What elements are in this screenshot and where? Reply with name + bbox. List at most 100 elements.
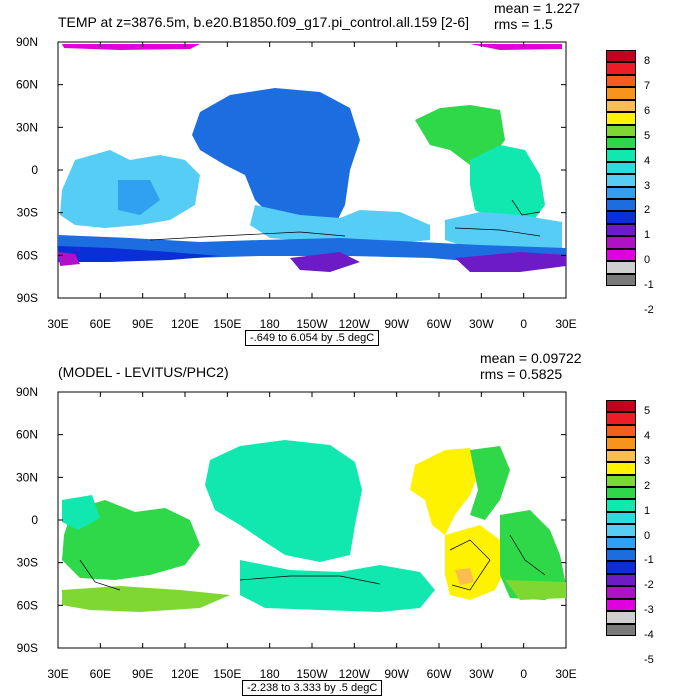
colorbar-label: -2 [644, 303, 654, 316]
colorbar-swatch [606, 437, 636, 450]
field-pacific [192, 88, 360, 228]
colorbar-label: -3 [644, 604, 654, 617]
x-tick-label: 180 [260, 667, 280, 681]
colorbar-swatch [606, 511, 636, 525]
colorbar-swatch [606, 623, 636, 636]
x-tick-label: 60W [427, 667, 452, 681]
colorbar-swatch [606, 124, 636, 137]
colorbar-label: -2 [644, 579, 654, 592]
colorbar-swatch [606, 261, 636, 274]
colorbar-swatch [606, 199, 636, 212]
colorbar-label: 2 [644, 479, 651, 492]
field-s-atlantic-green [500, 510, 566, 600]
field-arctic [62, 44, 200, 50]
panel-temp-svg: 30E 60E 90E 120E 150E 180 150W 120W 90W 60W 30W 0 30… [16, 35, 577, 331]
x-tick-label: 120E [171, 667, 199, 681]
x-tick-label: 150E [213, 317, 241, 331]
colorbar-swatch [606, 462, 636, 475]
colorbar-swatch [606, 474, 636, 487]
x-tick-label: 150E [213, 667, 241, 681]
colorbar-label: 4 [644, 430, 651, 443]
colorbar-swatch [606, 186, 636, 200]
colorbar-swatch [606, 449, 636, 463]
colorbar-label: -5 [644, 653, 654, 666]
ocean-fields [62, 440, 566, 612]
x-tick-label: 90E [132, 317, 153, 331]
colorbar-label: 5 [644, 129, 651, 142]
field-arctic-east [470, 44, 562, 50]
colorbar-swatch [606, 112, 636, 125]
y-tick-label: 0 [31, 513, 38, 527]
y-tick-label: 60N [16, 428, 38, 442]
colorbar-swatch [606, 424, 636, 438]
colorbar-swatch [606, 161, 636, 175]
x-tick-label: 150W [296, 317, 328, 331]
x-ticks: 30E 60E 90E 120E 150E 180 150W 120W 90W 60W 30W 0 30… [47, 392, 577, 681]
colorbar-swatch [606, 611, 636, 624]
colorbar-label: 4 [644, 154, 651, 167]
y-tick-label: 30N [16, 120, 38, 134]
contour-1 [149, 231, 346, 241]
y-tick-label: 90N [16, 385, 38, 399]
colorbar-label: -1 [644, 554, 654, 567]
field-n-atlantic [415, 105, 505, 165]
panel-diff-svg: 30E 60E 90E 120E 150E 180 150W 120W 90W 60W 30W 0 30… [16, 385, 577, 681]
stat-rms: rms = 1.5 [494, 16, 553, 32]
colorbar: 8 7 6 5 4 3 2 1 0 -1 -2 [606, 50, 654, 316]
panel-diff: 30E 60E 90E 120E 150E 180 150W 120W 90W 60W 30W 0 30… [0, 350, 700, 700]
colorbar-label: 8 [644, 55, 651, 68]
y-tick-label: 90S [17, 641, 38, 655]
colorbar-swatch [606, 536, 636, 550]
field-south-pacific [250, 205, 430, 245]
field-weddell [455, 252, 566, 272]
field-indian-deep [118, 180, 160, 215]
field-south-pacific [240, 560, 435, 612]
y-ticks: 90N 60N 30N 0 30S 60S 90S [16, 35, 566, 305]
y-tick-label: 0 [31, 163, 38, 177]
colorbar: 5 4 3 2 1 0 -1 -2 -3 -4 -5 [606, 400, 654, 666]
colorbar-swatch [606, 524, 636, 537]
y-tick-label: 30N [16, 470, 38, 484]
colorbar-swatch [606, 248, 636, 262]
x-tick-label: 30E [555, 667, 576, 681]
field-southern-deep [58, 246, 220, 262]
colorbar-label: 5 [644, 405, 651, 418]
x-tick-label: 180 [260, 317, 280, 331]
colorbar-swatch [606, 573, 636, 587]
colorbar-swatch [606, 211, 636, 224]
y-ticks: 90N 60N 30N 0 30S 60S 90S [16, 385, 566, 655]
contour-range-label: -.649 to 6.054 by .5 degC [245, 330, 380, 346]
field-southern-east [505, 580, 566, 600]
colorbar-swatch [606, 598, 636, 612]
contour-2 [449, 539, 491, 591]
contour-lines [149, 199, 541, 241]
stat-mean: mean = 1.227 [494, 0, 581, 16]
y-tick-label: 90S [17, 291, 38, 305]
colorbar-swatch [606, 223, 636, 237]
colorbar-label: -4 [644, 629, 654, 641]
contour-1 [239, 575, 381, 585]
colorbar-label: -1 [644, 279, 654, 291]
x-tick-label: 30E [47, 317, 68, 331]
y-tick-label: 60S [17, 598, 38, 612]
x-tick-label: 30E [555, 317, 576, 331]
field-ross [290, 252, 360, 272]
colorbar-swatch [606, 549, 636, 562]
contour-2 [454, 227, 541, 237]
colorbar-swatch [606, 499, 636, 512]
x-tick-label: 120E [171, 317, 199, 331]
x-tick-label: 90E [132, 667, 153, 681]
x-tick-label: 120W [339, 667, 371, 681]
colorbar-swatch [606, 273, 636, 286]
colorbar-swatch [606, 400, 636, 413]
x-tick-label: 60E [90, 667, 111, 681]
x-tick-label: 0 [520, 667, 527, 681]
colorbar-label: 2 [644, 204, 651, 217]
stat-mean: mean = 0.09722 [480, 350, 582, 366]
ocean-fields [58, 44, 566, 272]
colorbar-swatch [606, 561, 636, 574]
colorbar-swatch [606, 174, 636, 187]
y-tick-label: 60S [17, 248, 38, 262]
x-tick-label: 60E [90, 317, 111, 331]
colorbar-swatch [606, 486, 636, 500]
